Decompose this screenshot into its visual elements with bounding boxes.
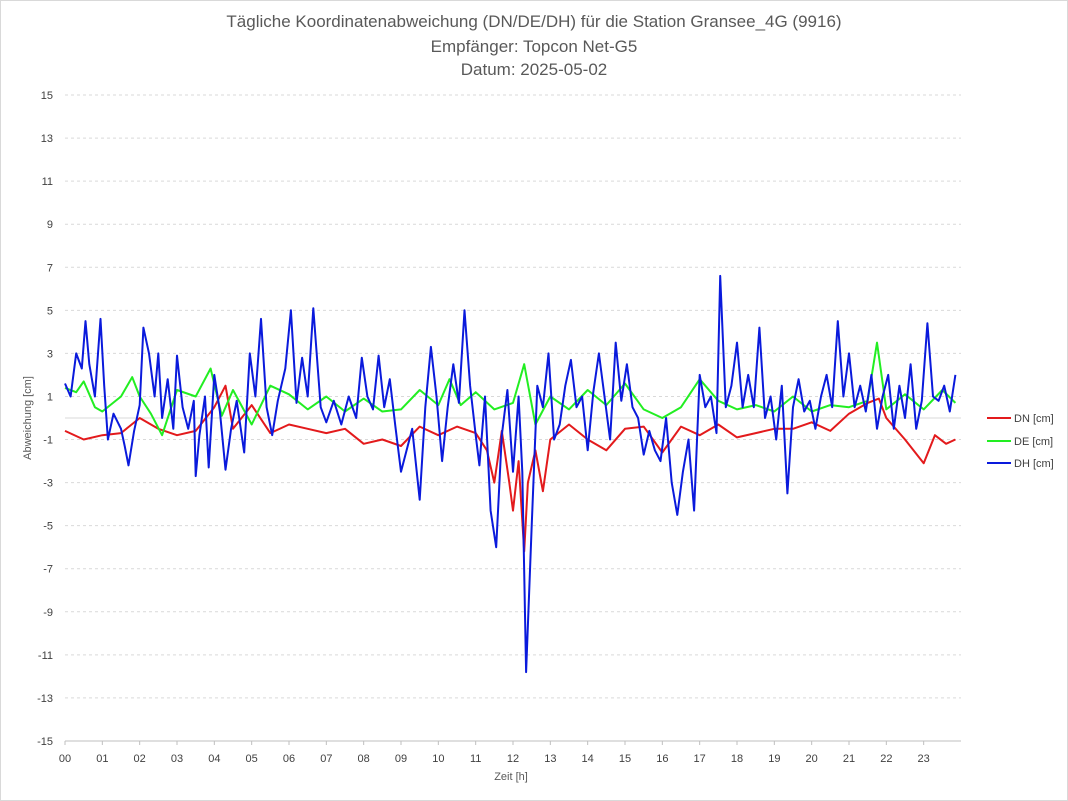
x-tick-label: 00: [59, 753, 71, 765]
series-line-dn: [64, 384, 956, 553]
chart-title: Tägliche Koordinatenabweichung (DN/DE/DH…: [226, 12, 841, 79]
legend-label-dn: DN [cm]: [1014, 413, 1054, 425]
x-tick-label: 05: [246, 753, 258, 765]
y-tick-label: -15: [37, 736, 53, 748]
y-axis-title: Abweichung [cm]: [22, 376, 34, 460]
x-tick-label: 16: [656, 753, 668, 765]
x-tick-label: 19: [768, 753, 780, 765]
x-tick-label: 14: [582, 753, 594, 765]
y-tick-label: -9: [43, 607, 53, 619]
y-tick-label: -11: [38, 650, 53, 662]
legend-item-dn: DN [cm]: [987, 413, 1054, 425]
y-tick-label: 13: [41, 133, 53, 145]
chart-title-main: Tägliche Koordinatenabweichung (DN/DE/DH…: [226, 12, 841, 31]
y-tick-label: 11: [42, 176, 53, 188]
x-tick-label: 20: [806, 753, 818, 765]
x-tick-label: 09: [395, 753, 407, 765]
x-tick-label: 11: [470, 753, 481, 765]
y-tick-label: -7: [43, 564, 53, 576]
chart-subtitle-receiver: Empfänger: Topcon Net-G5: [431, 37, 638, 56]
legend-item-dh: DH [cm]: [987, 458, 1054, 470]
x-tick-label: 01: [96, 753, 108, 765]
y-tick-label: -5: [43, 521, 53, 533]
x-tick-label: 07: [320, 753, 332, 765]
legend-item-de: DE [cm]: [987, 436, 1053, 448]
y-tick-label: 7: [47, 262, 53, 274]
x-tick-label: 03: [171, 753, 183, 765]
series-line-de: [64, 341, 957, 437]
y-tick-label: -1: [43, 435, 53, 447]
y-tick-label: 15: [41, 90, 53, 102]
x-tick-label: 10: [432, 753, 444, 765]
x-axis-title: Zeit [h]: [494, 771, 528, 783]
gridlines: [65, 94, 961, 742]
x-tick-label: 17: [694, 753, 706, 765]
chart-subtitle-date: Datum: 2025-05-02: [461, 60, 607, 79]
y-axis-ticks: 15 13 11 9 7 5 3 1 -1 -3 -5 -7 -9 -11 -13 -15: [37, 90, 53, 748]
y-tick-label: 5: [47, 305, 53, 317]
x-tick-label: 08: [358, 753, 370, 765]
x-tick-label: 22: [880, 753, 892, 765]
x-tick-label: 15: [619, 753, 631, 765]
x-tick-label: 06: [283, 753, 295, 765]
x-tick-label: 18: [731, 753, 743, 765]
x-tick-label: 13: [544, 753, 556, 765]
y-tick-label: -13: [37, 693, 53, 705]
x-axis-ticks: 00 01 02 03 04 05 06 07 08 09 10 11 12 13 14 15 16 17 18 19…: [59, 741, 930, 765]
x-tick-label: 02: [134, 753, 146, 765]
series-line-dh: [64, 274, 957, 674]
x-tick-label: 12: [507, 753, 519, 765]
legend-label-de: DE [cm]: [1014, 436, 1053, 448]
y-tick-label: 9: [47, 219, 53, 231]
x-tick-label: 23: [918, 753, 930, 765]
legend-label-dh: DH [cm]: [1014, 458, 1054, 470]
x-tick-label: 21: [843, 753, 855, 765]
y-tick-label: 3: [47, 348, 53, 360]
y-tick-label: -3: [43, 478, 53, 490]
x-tick-label: 04: [208, 753, 220, 765]
legend: DN [cm] DE [cm] DH [cm]: [987, 413, 1054, 470]
series-lines: [64, 274, 957, 674]
y-tick-label: 1: [47, 391, 53, 403]
